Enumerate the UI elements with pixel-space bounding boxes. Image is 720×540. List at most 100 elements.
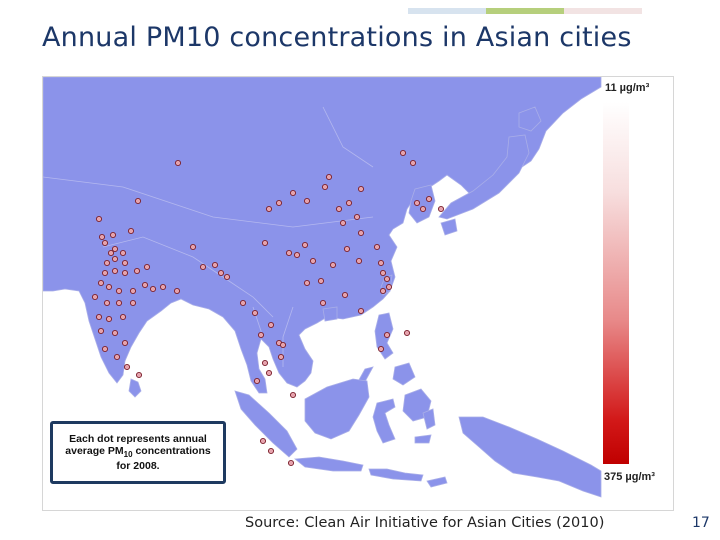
city-dot [113, 353, 121, 361]
dot-explanation-box: Each dot represents annual average PM10 … [50, 421, 226, 484]
city-dot [257, 331, 265, 339]
city-dot [251, 309, 259, 317]
city-dot [437, 205, 445, 213]
legend-max-label: 11 µg/m³ [605, 82, 650, 94]
city-dot [97, 279, 105, 287]
city-dot [275, 199, 283, 207]
city-dot [217, 269, 225, 277]
legend-min-label: 375 µg/m³ [604, 471, 655, 483]
city-dot [373, 243, 381, 251]
sumatra [234, 390, 298, 458]
slide-title: Annual PM10 concentrations in Asian citi… [42, 22, 632, 53]
sri-lanka [128, 378, 142, 398]
city-dot [267, 447, 275, 455]
city-dot [409, 159, 417, 167]
city-dot [413, 199, 421, 207]
city-dot [383, 275, 391, 283]
city-dot [279, 341, 287, 349]
city-dot [223, 273, 231, 281]
lesser-sunda [368, 468, 424, 482]
city-dot [377, 259, 385, 267]
city-dot [119, 313, 127, 321]
city-dot [129, 287, 137, 295]
city-dot [353, 213, 361, 221]
city-dot [141, 281, 149, 289]
korea [408, 184, 436, 224]
city-dot [121, 269, 129, 277]
java [293, 456, 364, 472]
city-dot [105, 283, 113, 291]
note-line-3: for 2008. [116, 459, 160, 472]
city-dot [355, 257, 363, 265]
city-dot [301, 241, 309, 249]
city-dot [399, 149, 407, 157]
city-dot [345, 199, 353, 207]
borneo [304, 378, 370, 440]
city-dot [149, 285, 157, 293]
city-dot [309, 257, 317, 265]
city-dot [377, 345, 385, 353]
city-dots [91, 149, 445, 467]
city-dot [121, 259, 129, 267]
city-dot [357, 307, 365, 315]
city-dot [101, 345, 109, 353]
city-dot [111, 255, 119, 263]
note-line-1: Each dot represents annual [69, 433, 207, 446]
philippines [354, 312, 432, 422]
city-dot [303, 279, 311, 287]
city-dot [111, 267, 119, 275]
city-dot [135, 371, 143, 379]
city-dot [103, 259, 111, 267]
city-dot [379, 269, 387, 277]
city-dot [95, 215, 103, 223]
city-dot [259, 437, 267, 445]
sulawesi [372, 398, 396, 444]
city-dot [319, 299, 327, 307]
city-dot [119, 249, 127, 257]
city-dot [261, 239, 269, 247]
city-dot [211, 261, 219, 269]
city-dot [339, 219, 347, 227]
city-dot [277, 353, 285, 361]
map-frame: 11 µg/m³ 375 µg/m³ Each dot represents a… [42, 76, 674, 511]
city-dot [357, 229, 365, 237]
city-dot [174, 159, 182, 167]
city-dot [267, 321, 275, 329]
city-dot [199, 263, 207, 271]
note-line-2: average PM10 concentrations [65, 445, 211, 460]
city-dot [95, 313, 103, 321]
city-dot [335, 205, 343, 213]
city-dot [107, 249, 115, 257]
city-dot [134, 197, 142, 205]
city-dot [189, 243, 197, 251]
city-dot [129, 299, 137, 307]
city-dot [425, 195, 433, 203]
city-dot [123, 363, 131, 371]
city-dot [173, 287, 181, 295]
city-dot [133, 267, 141, 275]
city-dot [97, 327, 105, 335]
city-dot [115, 287, 123, 295]
city-dot [379, 287, 387, 295]
city-dot [293, 251, 301, 259]
city-dot [383, 331, 391, 339]
japan [438, 106, 542, 236]
city-dot [287, 459, 295, 467]
city-dot [253, 377, 261, 385]
city-dot [98, 233, 106, 241]
city-dot [329, 261, 337, 269]
city-dot [239, 299, 247, 307]
city-dot [143, 263, 151, 271]
city-dot [317, 277, 325, 285]
new-guinea [458, 416, 602, 498]
city-dot [261, 359, 269, 367]
city-dot [289, 189, 297, 197]
city-dot [159, 283, 167, 291]
city-dot [325, 173, 333, 181]
city-dot [115, 299, 123, 307]
city-dot [109, 231, 117, 239]
source-citation: Source: Clean Air Initiative for Asian C… [245, 515, 605, 531]
city-dot [385, 283, 393, 291]
mainland-asia [43, 77, 602, 394]
hainan [322, 306, 338, 322]
